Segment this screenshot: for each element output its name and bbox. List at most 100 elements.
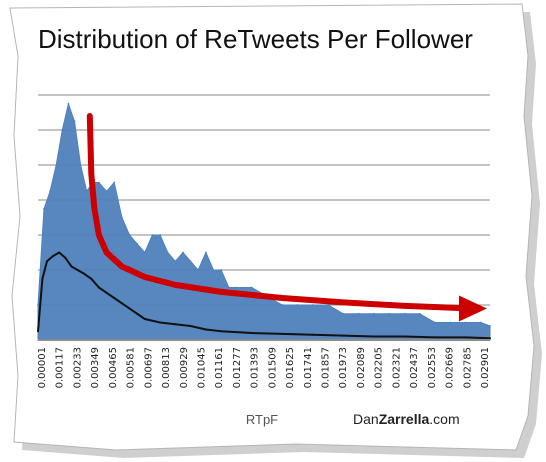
line-data-point [76, 269, 79, 271]
line-data-point [82, 272, 85, 275]
brand-domain: .com [429, 411, 459, 427]
line-data-point [281, 332, 284, 335]
line-data-point [58, 251, 61, 254]
area-data-point [357, 312, 360, 315]
x-axis-label: RTpF [246, 412, 278, 427]
x-tick-label: 0.02553 [427, 347, 438, 388]
line-data-point [113, 297, 116, 299]
area-data-point [197, 269, 200, 271]
line-data-point [46, 260, 48, 263]
brand-watermark: DanZarrella.com [353, 411, 460, 427]
line-data-point [434, 336, 436, 339]
chart-title: Distribution of ReTweets Per Follower [38, 24, 473, 54]
x-tick-label: 0.02089 [356, 347, 367, 388]
x-tick-label: 0.02785 [462, 347, 473, 388]
trend-arrow-head [458, 295, 487, 322]
line-data-point [220, 330, 223, 333]
line-data-point [311, 333, 314, 336]
area-data-point [73, 120, 76, 123]
area-data-point [151, 234, 154, 236]
area-data-point [373, 312, 375, 315]
area-data-point [189, 260, 192, 263]
line-data-point [403, 335, 406, 338]
area-data-point [79, 164, 82, 166]
area-data-point [55, 164, 58, 166]
x-tick-label: 0.02437 [409, 347, 420, 388]
line-data-point [174, 323, 177, 326]
x-axis-ticks: 0.00001 0.00117 0.00233 0.00349 0.00465 0.005… [37, 347, 491, 388]
x-tick-label: 0.01973 [338, 347, 349, 388]
x-tick-label: 0.00001 [37, 347, 48, 388]
x-tick-label: 0.01509 [267, 347, 278, 388]
x-tick-label: 0.00465 [108, 347, 119, 388]
area-data-point [281, 304, 284, 306]
area-data-point [61, 129, 64, 131]
x-tick-label: 0.02321 [391, 347, 402, 388]
area-data-point [212, 269, 215, 271]
area-data-point [250, 286, 253, 289]
area-data-point [49, 190, 51, 193]
area-data-point [403, 312, 406, 315]
x-tick-label: 0.01277 [232, 347, 243, 388]
x-tick-label: 0.00233 [72, 347, 83, 388]
x-tick-label: 0.01045 [197, 347, 208, 388]
series-line [37, 251, 491, 340]
line-data-point [489, 337, 491, 340]
area-data-point [182, 251, 184, 254]
trend-arrow [86, 113, 487, 322]
x-tick-label: 0.00349 [90, 347, 101, 388]
area-data-point [85, 190, 88, 193]
trend-arrow-shaft [86, 113, 470, 312]
line-series [37, 251, 491, 340]
brand-name-part1: Dan [353, 411, 379, 427]
line-data-point [97, 286, 100, 289]
area-data-point [296, 304, 299, 306]
area-data-point [121, 216, 123, 219]
area-data-point [235, 286, 238, 289]
area-data-point [227, 286, 230, 289]
line-data-point [204, 328, 207, 331]
line-data-point [64, 256, 67, 259]
line-data-point [128, 307, 131, 310]
line-data-point [52, 255, 55, 257]
x-tick-label: 0.00117 [55, 347, 66, 388]
area-data-point [449, 321, 452, 324]
line-data-point [372, 335, 375, 338]
x-tick-label: 0.01161 [214, 347, 225, 388]
line-data-point [37, 330, 39, 333]
line-data-point [120, 302, 123, 305]
area-data-point [174, 260, 177, 263]
area-data-point [489, 325, 491, 327]
line-data-point [105, 291, 108, 294]
x-tick-label: 0.02669 [445, 347, 456, 388]
line-data-point [41, 277, 44, 280]
x-tick-label: 0.02901 [480, 347, 491, 388]
area-data-point [464, 321, 467, 324]
line-data-point [143, 318, 146, 320]
area-data-point [220, 269, 223, 271]
area-data-point [43, 207, 45, 210]
area-data-point [327, 304, 329, 306]
line-data-point [250, 332, 253, 334]
brand-name-part2: Zarrella [379, 411, 430, 427]
area-data-point [67, 102, 70, 105]
line-data-point [70, 265, 73, 268]
x-tick-label: 0.02205 [374, 347, 385, 388]
area-data-point [159, 234, 162, 236]
line-data-point [159, 321, 162, 324]
area-data-point [113, 181, 116, 184]
area-data-point [479, 321, 482, 324]
area-data-point [136, 242, 139, 245]
area-data-point [388, 312, 391, 315]
area-data-point [342, 312, 345, 315]
area-data-point [143, 251, 146, 254]
x-tick-label: 0.01741 [303, 347, 314, 388]
x-tick-label: 0.01857 [321, 347, 332, 388]
area-data-point [434, 321, 436, 324]
area-data-point [105, 190, 108, 193]
area-data-point [166, 251, 169, 254]
line-data-point [464, 336, 467, 339]
x-tick-label: 0.00813 [161, 347, 172, 388]
